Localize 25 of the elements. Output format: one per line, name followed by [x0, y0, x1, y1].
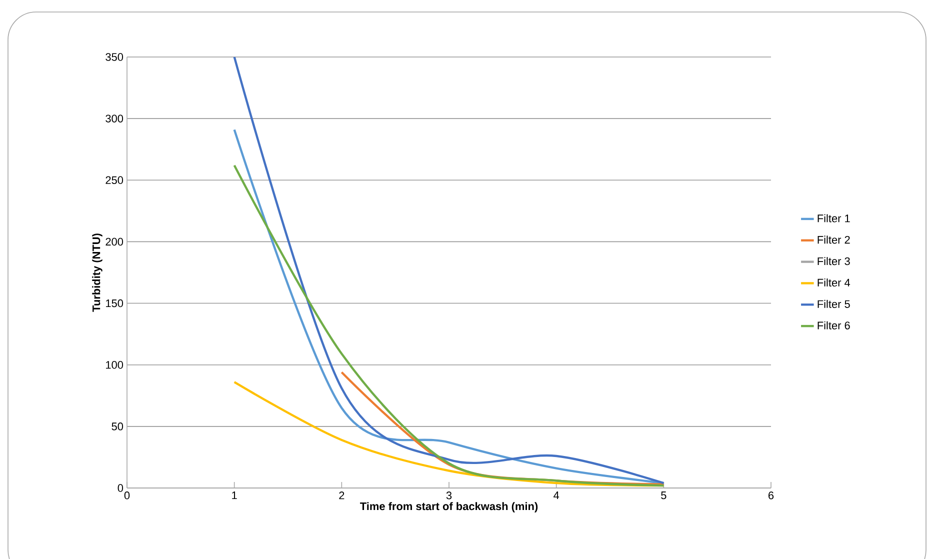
x-tick-label: 6	[768, 492, 774, 500]
x-tick-label: 0	[124, 492, 130, 500]
x-tick-label: 2	[339, 492, 344, 500]
x-axis-title: Time from start of backwash (min)	[360, 502, 538, 512]
legend-label: Filter 2	[818, 236, 850, 244]
y-tick-label: 100	[106, 360, 124, 369]
y-tick-label: 350	[106, 53, 124, 61]
legend-label: Filter 6	[818, 321, 850, 330]
y-tick-label: 200	[106, 238, 124, 246]
x-tick-label: 5	[661, 492, 666, 500]
y-tick-label: 0	[118, 484, 124, 492]
y-tick-label: 300	[106, 114, 124, 122]
y-tick-label: 50	[112, 422, 124, 430]
y-axis-title: Turbidity (NTU)	[92, 234, 102, 312]
x-tick-label: 3	[446, 492, 452, 500]
y-tick-label: 250	[106, 176, 124, 184]
x-tick-label: 1	[232, 492, 237, 500]
y-tick-label: 150	[106, 299, 124, 308]
legend-label: Filter 5	[818, 300, 850, 308]
line-series	[340, 371, 665, 486]
line-series	[233, 56, 665, 484]
legend-label: Filter 4	[818, 278, 850, 287]
legend-label: Filter 3	[818, 257, 850, 266]
x-tick-label: 4	[554, 492, 560, 500]
legend-label: Filter 1	[818, 214, 850, 222]
